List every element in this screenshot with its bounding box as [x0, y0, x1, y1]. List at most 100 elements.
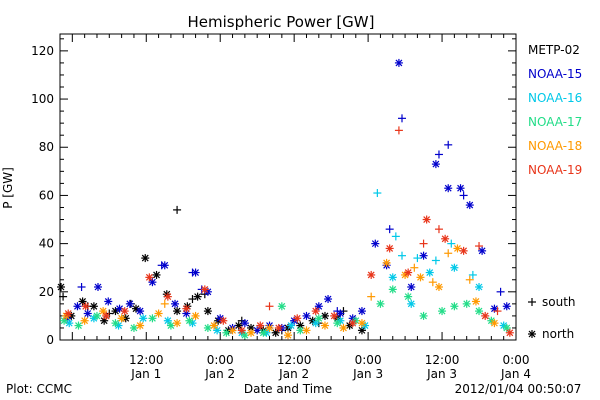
data-point-north [475, 282, 484, 291]
data-point-north [284, 331, 292, 340]
data-point-south [188, 268, 197, 277]
data-point-north [73, 302, 82, 311]
data-point-north [502, 323, 511, 332]
data-point-north [371, 239, 380, 248]
data-point-south [419, 239, 428, 248]
data-point-north [256, 321, 265, 330]
data-point-south [410, 263, 419, 272]
data-point-north [203, 323, 212, 332]
data-point-south [398, 251, 406, 260]
data-point-south [188, 295, 197, 304]
data-point-north [219, 316, 228, 325]
data-point-south [385, 225, 394, 234]
data-point-north [277, 302, 286, 311]
data-point-north [404, 268, 413, 277]
data-point-north [367, 270, 376, 279]
legend: METP-02 NOAA-15 NOAA-16 NOAA-17 NOAA-18 NOAA-… [528, 43, 582, 341]
data-point-north [333, 319, 342, 328]
data-point-north [287, 321, 296, 330]
data-point-north [404, 292, 413, 301]
data-point-north [145, 273, 154, 282]
data-point-north [357, 319, 366, 328]
x-tick-label-date: Jan 2 [204, 367, 235, 381]
x-tick-label-date: Jan 1 [130, 367, 161, 381]
footer-left: Plot: CCMC [6, 382, 72, 396]
data-point-north [422, 215, 431, 224]
data-point-north [247, 328, 256, 337]
legend-marker-label: south [542, 295, 576, 309]
data-point-north [234, 321, 243, 330]
data-point-north [222, 328, 231, 337]
x-tick-label-date: Jan 4 [500, 367, 531, 381]
chart-title: Hemispheric Power [GW] [188, 13, 375, 31]
legend-marker-south [528, 298, 536, 306]
data-point-north [173, 319, 182, 328]
data-point-north [478, 246, 487, 255]
series-noaa-16 [65, 189, 508, 337]
data-point-north [240, 331, 249, 340]
data-point-north [102, 311, 111, 320]
data-point-south [77, 282, 86, 291]
data-point-south [431, 256, 440, 265]
data-point-north [475, 307, 484, 316]
data-point-north [92, 311, 101, 320]
data-point-north [450, 263, 459, 272]
data-point-north [213, 326, 222, 335]
data-point-north [425, 268, 434, 277]
legend-entry: METP-02 [528, 43, 580, 57]
data-point-north [462, 299, 471, 308]
data-point-north [330, 311, 339, 320]
data-point-north [434, 282, 443, 291]
data-point-north [111, 319, 120, 328]
data-point-south [434, 225, 443, 234]
x-tick-label-time: 0:00 [503, 353, 530, 367]
data-point-north [453, 244, 462, 253]
footer-timestamp: 2012/01/04 00:50:07 [455, 382, 582, 396]
data-point-south [173, 205, 182, 214]
data-point-north [210, 321, 219, 330]
data-point-south [265, 302, 274, 311]
series-noaa-15 [63, 58, 511, 335]
x-axis-label: Date and Time [244, 382, 332, 396]
data-point-north [431, 160, 440, 169]
y-tick-label: 80 [39, 140, 54, 154]
data-point-north [89, 302, 98, 311]
data-point-north [465, 201, 474, 210]
data-point-north [74, 321, 83, 330]
data-point-south [434, 150, 443, 159]
data-point-north [173, 307, 182, 316]
data-point-north [419, 311, 428, 320]
data-point-north [125, 299, 134, 308]
data-point-north [203, 307, 212, 316]
data-point-north [171, 299, 180, 308]
data-point-north [376, 299, 385, 308]
data-point-north [441, 234, 450, 243]
data-point-north [200, 285, 209, 294]
data-point-north [339, 323, 348, 332]
x-tick-label-time: 12:00 [129, 353, 164, 367]
data-point-north [141, 254, 150, 263]
data-point-north [191, 311, 200, 320]
data-point-south [444, 249, 453, 258]
data-point-north [136, 321, 145, 330]
data-point-north [311, 319, 320, 328]
legend-marker-north [528, 330, 536, 338]
data-point-north [385, 244, 394, 253]
data-point-north [357, 326, 366, 335]
data-point-north [302, 326, 311, 335]
x-tick-label-time: 12:00 [277, 353, 312, 367]
data-point-north [182, 304, 191, 313]
y-tick-label: 20 [39, 285, 54, 299]
data-point-north [320, 321, 329, 330]
data-point-south [447, 239, 456, 248]
data-point-north [274, 323, 283, 332]
y-axis-label: P [GW] [1, 167, 15, 209]
data-point-south [391, 232, 400, 241]
x-tick-label-time: 0:00 [355, 353, 382, 367]
x-tick-label-date: Jan 2 [278, 367, 309, 381]
data-point-north [185, 316, 194, 325]
data-point-north [148, 278, 157, 287]
data-point-south [459, 191, 468, 200]
y-tick-label: 100 [31, 92, 54, 106]
